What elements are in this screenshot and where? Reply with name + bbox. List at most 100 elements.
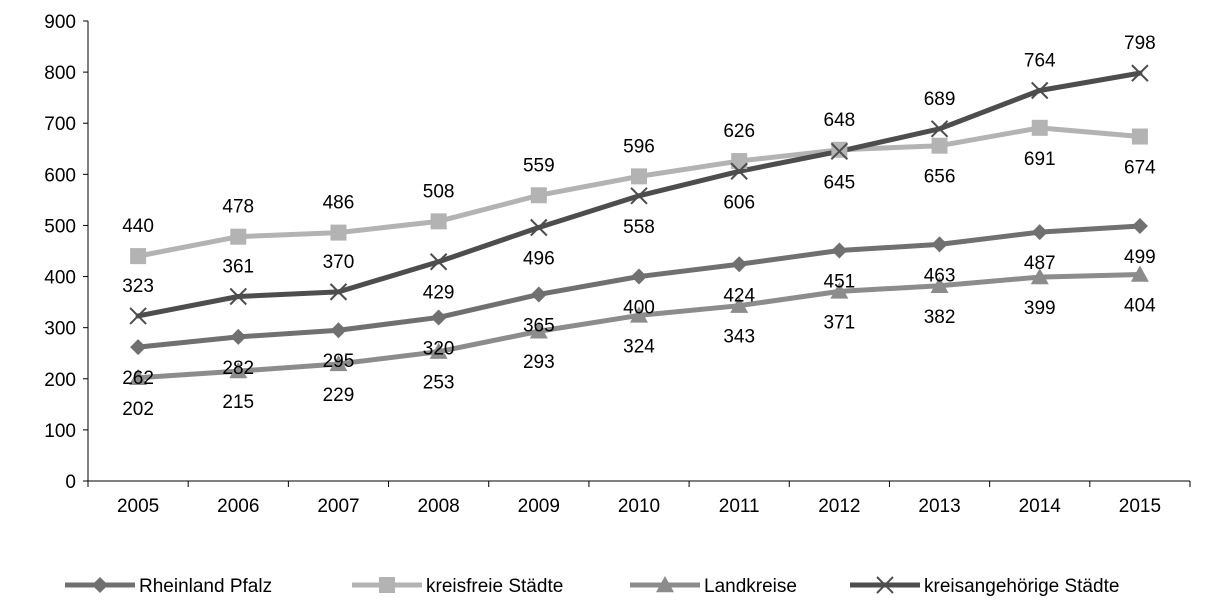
legend-label: Rheinland Pfalz (139, 576, 272, 597)
y-tick-label: 600 (44, 165, 76, 186)
data-label-rheinland-pfalz-2006: 282 (222, 358, 254, 379)
data-point-landkreise-2008 (429, 342, 448, 359)
data-point-kreisangehorige-stadte-2015 (1131, 64, 1149, 82)
data-label-landkreise-2012: 371 (824, 312, 856, 333)
data-point-kreisfreie-stadte-2009 (530, 187, 547, 204)
data-point-landkreise-2012 (830, 282, 849, 299)
data-point-kreisfreie-stadte-2010 (631, 168, 647, 185)
data-label-rheinland-pfalz-2005: 262 (122, 368, 154, 389)
legend-label: kreisangehörige Städte (924, 576, 1119, 597)
x-tick-label: 2007 (317, 496, 359, 517)
data-point-kreisfreie-stadte-2006 (230, 228, 247, 245)
data-label-kreisfreie-stadte-2009: 559 (523, 155, 555, 176)
y-tick-label: 200 (44, 370, 76, 391)
data-point-kreisangehorige-stadte-2013 (930, 120, 949, 138)
data-point-rheinland-pfalz-2009 (530, 286, 547, 303)
data-label-kreisangehorige-stadte-2006: 361 (222, 256, 254, 277)
data-point-kreisfreie-stadte-2012 (831, 141, 848, 158)
data-point-rheinland-pfalz-2007 (330, 322, 347, 339)
data-point-rheinland-pfalz-2014 (1031, 224, 1048, 241)
data-label-kreisfreie-stadte-2012: 648 (824, 110, 856, 131)
data-label-rheinland-pfalz-2013: 463 (924, 265, 956, 286)
data-label-rheinland-pfalz-2011: 424 (723, 285, 755, 306)
x-tick-label: 2009 (518, 496, 560, 517)
data-label-kreisangehorige-stadte-2012: 645 (824, 172, 856, 193)
data-point-landkreise-2007 (329, 354, 348, 372)
data-label-landkreise-2013: 382 (924, 307, 956, 328)
series-markers (129, 64, 1149, 385)
x-tick-label: 2012 (818, 496, 860, 517)
legend-label: kreisfreie Städte (426, 576, 563, 597)
axes (87, 21, 1190, 482)
data-label-landkreise-2011: 343 (723, 327, 755, 348)
data-point-kreisfreie-stadte-2014 (1031, 119, 1048, 136)
data-point-kreisangehorige-stadte-2010 (630, 187, 648, 205)
data-point-kreisfreie-stadte-2015 (1131, 128, 1148, 145)
data-point-kreisfreie-stadte-2013 (931, 137, 948, 154)
data-point-kreisangehorige-stadte-2006 (229, 287, 247, 306)
data-label-kreisangehorige-stadte-2014: 764 (1024, 51, 1056, 72)
y-tick-label: 500 (44, 216, 76, 237)
data-point-kreisfreie-stadte-2008 (430, 213, 447, 230)
data-label-rheinland-pfalz-2015: 499 (1124, 247, 1156, 268)
x-tick-label: 2014 (1019, 496, 1062, 517)
data-label-rheinland-pfalz-2014: 487 (1024, 253, 1056, 274)
data-label-landkreise-2008: 253 (423, 373, 455, 394)
series-line-rheinland-pfalz (135, 223, 1143, 350)
y-tick-label: 800 (44, 63, 76, 84)
data-label-kreisangehorige-stadte-2013: 689 (924, 89, 956, 110)
y-tick-label: 0 (65, 472, 76, 493)
data-point-kreisangehorige-stadte-2009 (530, 218, 548, 237)
x-tick-label: 2005 (117, 496, 159, 517)
data-label-kreisfreie-stadte-2015: 674 (1124, 158, 1156, 179)
data-label-kreisangehorige-stadte-2011: 606 (723, 192, 755, 213)
data-label-kreisangehorige-stadte-2010: 558 (623, 217, 655, 238)
data-label-rheinland-pfalz-2010: 400 (623, 298, 655, 319)
y-tick-label: 900 (44, 12, 76, 33)
data-label-landkreise-2007: 229 (323, 385, 355, 406)
data-point-kreisfreie-stadte-2007 (330, 224, 347, 241)
data-labels: 262 282 295 320 365 400 424 451 463 487 499 440 478 4… (122, 33, 1156, 420)
data-label-landkreise-2005: 202 (122, 399, 154, 420)
legend-item-kreisangehorige-stadte: kreisangehörige Städte (850, 576, 1119, 597)
legend: Rheinland Pfalz kreisfreie Städte Landkrei… (65, 576, 1119, 597)
data-point-kreisangehorige-stadte-2011 (730, 162, 748, 180)
data-point-kreisangehorige-stadte-2007 (329, 283, 348, 301)
y-axis-ticks: 0 100 200 300 400 500 600 700 800 900 (44, 12, 88, 493)
data-label-landkreise-2009: 293 (523, 352, 555, 373)
data-label-kreisangehorige-stadte-2008: 429 (423, 283, 455, 304)
data-point-landkreise-2014 (1030, 268, 1049, 285)
legend-label: Landkreise (704, 576, 797, 597)
x-tick-label: 2013 (918, 496, 960, 517)
data-point-rheinland-pfalz-2008 (430, 309, 447, 326)
data-label-landkreise-2014: 399 (1024, 298, 1056, 319)
data-point-kreisangehorige-stadte-2014 (1031, 81, 1049, 100)
legend-item-landkreise: Landkreise (630, 576, 797, 597)
data-point-rheinland-pfalz-2010 (631, 268, 647, 285)
data-label-landkreise-2006: 215 (222, 392, 254, 413)
data-label-rheinland-pfalz-2012: 451 (824, 271, 856, 292)
legend-swatch-marker (92, 577, 108, 593)
data-point-kreisfreie-stadte-2005 (130, 248, 147, 265)
data-point-rheinland-pfalz-2005 (130, 339, 147, 356)
data-label-landkreise-2010: 324 (623, 336, 655, 357)
data-label-kreisangehorige-stadte-2007: 370 (323, 252, 355, 273)
data-label-rheinland-pfalz-2007: 295 (323, 351, 355, 372)
y-tick-label: 400 (44, 268, 76, 289)
data-label-kreisfreie-stadte-2006: 478 (222, 197, 254, 218)
y-tick-label: 700 (44, 114, 76, 135)
data-point-rheinland-pfalz-2013 (931, 236, 948, 253)
data-label-kreisfreie-stadte-2005: 440 (122, 216, 154, 237)
data-label-kreisfreie-stadte-2013: 656 (924, 167, 956, 188)
data-point-landkreise-2011 (730, 296, 749, 313)
data-point-landkreise-2005 (129, 368, 148, 385)
data-label-kreisfreie-stadte-2007: 486 (323, 193, 355, 214)
data-point-rheinland-pfalz-2012 (831, 242, 848, 259)
x-tick-label: 2006 (217, 496, 259, 517)
data-point-landkreise-2009 (529, 322, 548, 339)
legend-item-kreisfreie-stadte: kreisfreie Städte (352, 576, 563, 597)
data-point-kreisangehorige-stadte-2012 (830, 142, 849, 161)
data-label-kreisangehorige-stadte-2005: 323 (122, 276, 154, 297)
data-label-landkreise-2015: 404 (1124, 296, 1156, 317)
data-label-kreisfreie-stadte-2010: 596 (623, 136, 655, 157)
